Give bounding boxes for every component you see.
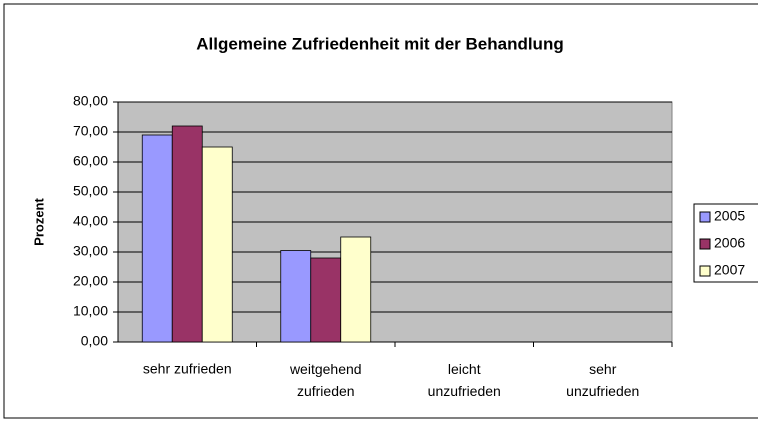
y-tick-label: 0,00 bbox=[81, 333, 108, 349]
bar bbox=[171, 125, 203, 343]
legend-label: 2006 bbox=[714, 235, 745, 251]
legend-swatch bbox=[699, 265, 711, 277]
x-tick-label: sehr zufrieden bbox=[143, 361, 232, 377]
y-axis-label: Prozent bbox=[31, 197, 46, 245]
y-tick-label: 10,00 bbox=[73, 303, 108, 319]
bar bbox=[280, 250, 312, 343]
bar bbox=[310, 257, 342, 343]
y-tick-label: 50,00 bbox=[73, 183, 108, 199]
y-tick-label: 70,00 bbox=[73, 123, 108, 139]
y-tick-label: 20,00 bbox=[73, 273, 108, 289]
chart-title: Allgemeine Zufriedenheit mit der Behandl… bbox=[196, 34, 563, 53]
x-tick-label: leicht unzufrieden bbox=[428, 361, 501, 399]
legend-swatch bbox=[699, 211, 711, 223]
bar bbox=[201, 146, 233, 343]
legend-swatch bbox=[699, 238, 711, 250]
bar bbox=[340, 236, 372, 343]
x-tick-label: sehr unzufrieden bbox=[566, 361, 639, 399]
x-tick-label: weitgehend zufrieden bbox=[289, 361, 362, 399]
y-tick-label: 30,00 bbox=[73, 243, 108, 259]
y-tick-label: 60,00 bbox=[73, 153, 108, 169]
legend-label: 2007 bbox=[714, 262, 745, 278]
legend-label: 2005 bbox=[714, 208, 745, 224]
y-tick-label: 80,00 bbox=[73, 93, 108, 109]
y-tick-label: 40,00 bbox=[73, 213, 108, 229]
bar bbox=[141, 134, 173, 343]
